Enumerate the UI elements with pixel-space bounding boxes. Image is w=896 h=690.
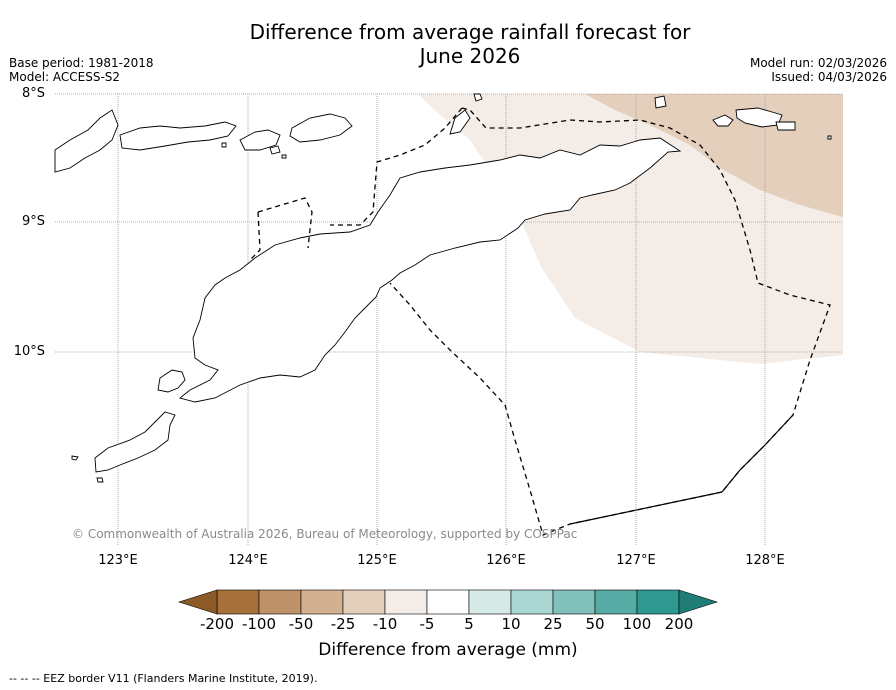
colorbar-swatch xyxy=(510,589,554,615)
atauro-island xyxy=(269,145,281,155)
islet-b xyxy=(221,142,227,148)
pantar-island xyxy=(54,109,119,173)
small-island-a xyxy=(96,477,104,483)
colorbar-label: -10 xyxy=(372,615,398,633)
lat-label-10s: 10°S xyxy=(13,344,45,359)
base-period: Base period: 1981-2018 xyxy=(9,56,154,70)
colorbar-swatch xyxy=(258,589,302,615)
colorbar-extend-high xyxy=(678,589,718,615)
colorbar-label: 10 xyxy=(501,615,521,633)
lon-label-123e: 123°E xyxy=(98,553,138,568)
colorbar-label: -50 xyxy=(288,615,314,633)
colorbar-label: -200 xyxy=(199,615,235,633)
rote-island xyxy=(94,411,176,473)
colorbar-swatch xyxy=(594,589,638,615)
colorbar-label: 5 xyxy=(464,615,474,633)
islet-c xyxy=(281,154,287,159)
eez-solid-segment xyxy=(721,414,794,493)
coastlines xyxy=(54,93,832,483)
moa-island xyxy=(654,95,667,109)
colorbar-swatch xyxy=(552,589,596,615)
lon-label-126e: 126°E xyxy=(486,553,526,568)
lon-label-128e: 128°E xyxy=(745,553,785,568)
lon-label-125e: 125°E xyxy=(357,553,397,568)
colorbar-label: -100 xyxy=(241,615,277,633)
title-line-1: Difference from average rainfall forecas… xyxy=(249,20,691,44)
ndao-island xyxy=(71,455,79,461)
chart-title: Difference from average rainfall forecas… xyxy=(0,20,896,68)
eez-legend: -- -- -- EEZ border V11 (Flanders Marine… xyxy=(9,672,318,685)
colorbar-label: 25 xyxy=(543,615,563,633)
colorbar-swatch xyxy=(636,589,680,615)
semau-island xyxy=(157,369,186,393)
babar-east xyxy=(775,121,796,131)
wetar-island xyxy=(289,113,353,143)
colorbar xyxy=(178,589,718,615)
timor-island xyxy=(179,137,682,403)
colorbar-label: 200 xyxy=(664,615,694,633)
colorbar-title: Difference from average (mm) xyxy=(318,640,578,660)
colorbar-extend-low xyxy=(178,589,218,615)
colorbar-label: -25 xyxy=(330,615,356,633)
lon-label-124e: 124°E xyxy=(228,553,268,568)
model-run: Model run: 02/03/2026 xyxy=(749,56,887,70)
colorbar-swatch xyxy=(216,589,260,615)
issued-date: Issued: 04/03/2026 xyxy=(771,70,887,84)
model-name: Model: ACCESS-S2 xyxy=(9,70,121,84)
lat-label-8s: 8°S xyxy=(21,86,45,101)
colorbar-label: -5 xyxy=(419,615,435,633)
eez-solid-segment-b xyxy=(569,491,723,525)
colorbar-label: 100 xyxy=(622,615,652,633)
colorbar-swatch xyxy=(342,589,386,615)
kisar-island xyxy=(473,93,483,102)
wetar-west xyxy=(239,129,281,151)
babar-islet xyxy=(712,114,734,127)
lat-label-9s: 9°S xyxy=(21,214,45,229)
islet-d xyxy=(827,135,832,140)
copyright-notice: © Commonwealth of Australia 2026, Bureau… xyxy=(72,527,578,541)
colorbar-swatch xyxy=(426,589,470,615)
eez-border xyxy=(249,107,831,536)
colorbar-swatch xyxy=(468,589,512,615)
leti-island xyxy=(449,109,471,135)
colorbar-swatch xyxy=(300,589,344,615)
lon-label-127e: 127°E xyxy=(616,553,656,568)
colorbar-swatch xyxy=(384,589,428,615)
alor-island xyxy=(119,121,237,151)
title-line-2: June 2026 xyxy=(419,44,521,68)
colorbar-label: 50 xyxy=(585,615,605,633)
